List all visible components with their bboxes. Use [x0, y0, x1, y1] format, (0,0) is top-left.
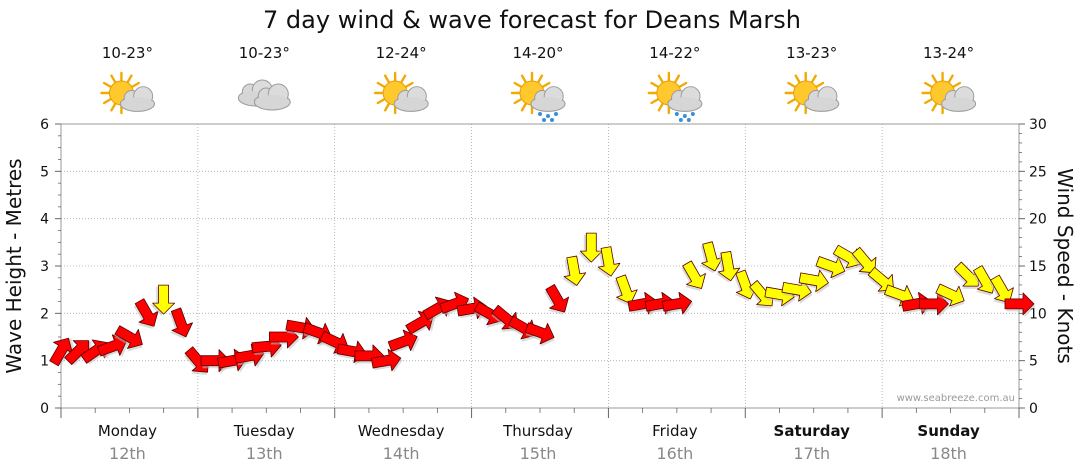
temp-range-saturday: 13-23°: [786, 44, 837, 62]
wind-arrow-point: [681, 260, 706, 292]
wind-arrow-point: [699, 241, 724, 274]
sun-cloud-icon: [921, 71, 977, 115]
temp-range-monday: 10-23°: [102, 44, 153, 62]
right-tick-label: 25: [1029, 164, 1047, 180]
wind-arrow-point: [150, 284, 176, 316]
day-date-saturday: 17th: [793, 444, 830, 463]
day-name-tuesday: Tuesday: [233, 422, 295, 440]
wind-arrow-point: [935, 283, 965, 309]
wind-arrow-point: [919, 292, 950, 318]
day-date-wednesday: 14th: [383, 444, 420, 463]
right-tick-label: 15: [1029, 259, 1047, 275]
left-tick-label: 6: [40, 117, 49, 133]
temperature-row: 10-23° 10-23° 12-24° 14-20° 14-22° 13-23° 13-2…: [102, 44, 974, 62]
right-tick-label: 10: [1029, 306, 1047, 322]
wind-arrow-point: [715, 250, 741, 283]
wind-arrow-point: [387, 329, 420, 354]
left-tick-label: 0: [40, 401, 49, 417]
sun-cloud-icon: [100, 71, 156, 115]
left-tick-label: 4: [40, 212, 49, 228]
wind-arrow-point: [661, 291, 694, 317]
left-axis-label: Wave Height - Metres: [2, 158, 26, 373]
day-name-saturday: Saturday: [774, 422, 851, 440]
wind-arrow-point: [577, 232, 603, 264]
temp-range-friday: 14-22°: [649, 44, 700, 62]
right-tick-label: 20: [1029, 212, 1047, 228]
wind-arrow-point: [370, 348, 403, 374]
day-name-sunday: Sunday: [917, 422, 980, 440]
wind-arrow-point: [49, 337, 76, 367]
wind-arrow-point: [561, 255, 587, 288]
day-name-thursday: Thursday: [502, 422, 573, 440]
wind-arrow-point: [544, 284, 570, 315]
bottom-axis-ticks: [60, 408, 1020, 418]
wind-arrow-point: [169, 307, 193, 340]
day-labels: Monday 12th Tuesday 13th Wednesday 14th Thursd…: [98, 422, 980, 463]
day-date-friday: 16th: [656, 444, 693, 463]
wind-arrow-point: [798, 269, 830, 295]
credit-text: www.seabreeze.com.au: [897, 393, 1015, 404]
temp-range-thursday: 14-20°: [512, 44, 563, 62]
temp-range-tuesday: 10-23°: [239, 44, 290, 62]
sun-cloud-rain-icon: [510, 71, 566, 122]
right-tick-label: 5: [1029, 354, 1038, 370]
wind-arrow-point: [989, 274, 1014, 306]
day-date-monday: 12th: [109, 444, 146, 463]
wind-arrow-point: [133, 298, 159, 329]
sun-cloud-rain-icon: [647, 71, 703, 122]
temp-range-wednesday: 12-24°: [376, 44, 427, 62]
day-name-monday: Monday: [98, 422, 157, 440]
left-tick-label: 3: [40, 259, 49, 275]
cloud-icon: [237, 79, 291, 111]
wind-arrow-point: [614, 274, 638, 307]
day-date-thursday: 15th: [520, 444, 557, 463]
right-tick-label: 0: [1029, 401, 1038, 417]
wind-arrow-point: [596, 246, 621, 278]
wind-arrow-point: [815, 256, 846, 281]
wind-arrow-point: [114, 325, 143, 352]
right-axis-label: Wind Speed - Knots: [1053, 168, 1077, 364]
left-axis-ticks: 0 1 2 3 4 5 6: [40, 117, 61, 417]
wind-arrow-point: [97, 334, 129, 358]
wind-arrow-point: [1004, 292, 1036, 318]
day-name-friday: Friday: [652, 422, 698, 440]
left-tick-label: 5: [40, 164, 49, 180]
sun-cloud-icon: [784, 71, 840, 115]
sun-cloud-icon: [373, 71, 429, 115]
right-axis-ticks: 0 5 10 15 20 25 30: [1019, 117, 1047, 417]
wind-arrow-point: [524, 322, 555, 347]
right-tick-label: 30: [1029, 117, 1047, 133]
left-tick-label: 2: [40, 306, 49, 322]
wind-arrow-point: [851, 246, 877, 276]
chart-title: 7 day wind & wave forecast for Deans Mar…: [263, 6, 801, 34]
day-name-wednesday: Wednesday: [358, 422, 445, 440]
left-tick-label: 1: [40, 354, 49, 370]
temp-range-sunday: 13-24°: [923, 44, 974, 62]
day-date-sunday: 18th: [930, 444, 967, 463]
day-date-tuesday: 13th: [246, 444, 283, 463]
wind-arrow-point: [64, 340, 92, 366]
wind-arrows-series: [49, 232, 1036, 375]
weather-icon-row: [100, 71, 977, 122]
